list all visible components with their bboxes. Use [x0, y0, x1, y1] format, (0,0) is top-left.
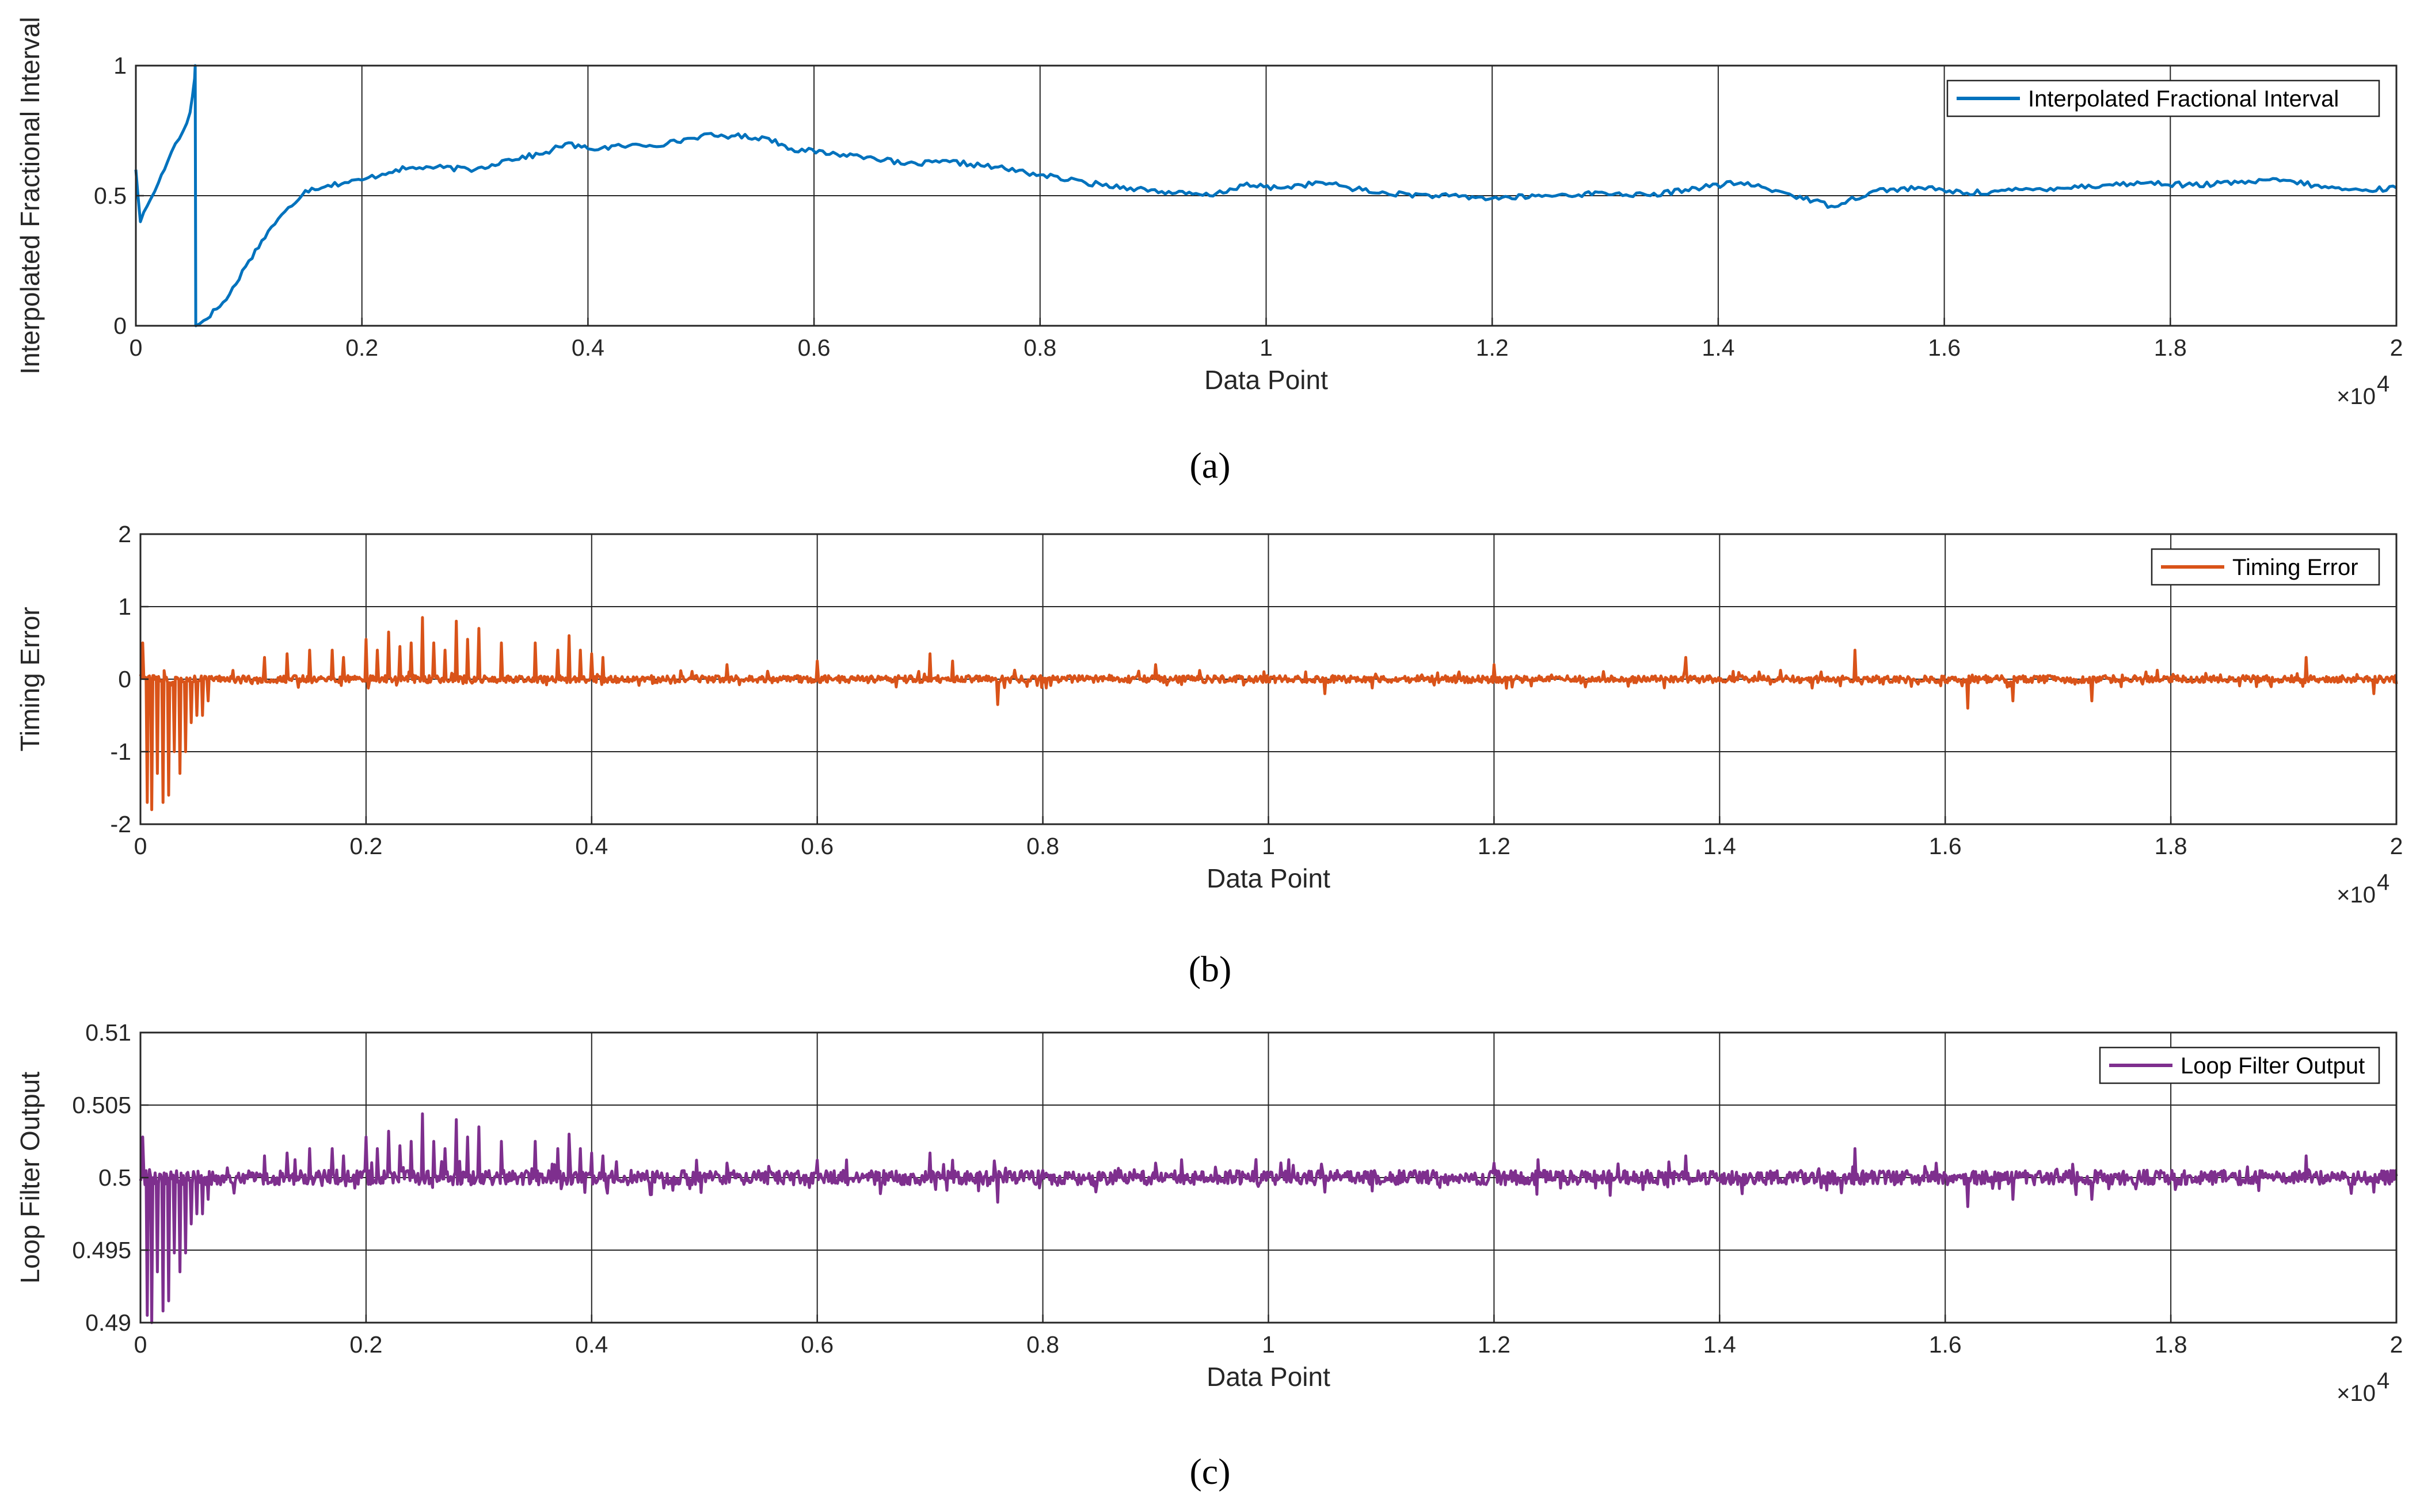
x-exponent-power: 4 — [2377, 870, 2389, 895]
x-tick-label: 1.2 — [1478, 1331, 1510, 1358]
y-tick-label: 0.51 — [85, 1019, 131, 1046]
x-tick-label: 0.8 — [1026, 1331, 1059, 1358]
x-tick-label: 0.4 — [575, 1331, 608, 1358]
caption-c: (c) — [1189, 1451, 1230, 1492]
legend-label: Loop Filter Output — [2181, 1053, 2365, 1079]
y-tick-label: 1 — [113, 52, 127, 79]
x-exponent-label: ×10 — [2337, 882, 2376, 908]
x-tick-label: 1.8 — [2155, 1331, 2187, 1358]
x-axis-label: Data Point — [1204, 365, 1328, 395]
x-tick-label: 1.6 — [1928, 334, 1961, 361]
panel-c: 0 0.2 0.4 0.6 0.8 1 1.2 1.4 1.6 1.8 20.490.4950.50… — [15, 1019, 2403, 1406]
y-tick-label: 0.5 — [94, 182, 127, 209]
x-exponent-power: 4 — [2377, 1368, 2389, 1393]
x-tick-label: 0 — [134, 833, 147, 859]
x-tick-label: 1 — [1260, 334, 1273, 361]
y-tick-label: 0 — [113, 313, 127, 339]
x-tick-label: 0.8 — [1026, 833, 1059, 859]
legend-label: Timing Error — [2232, 555, 2358, 580]
x-tick-label: 0.6 — [798, 334, 831, 361]
x-tick-label: 2 — [2390, 833, 2403, 859]
x-tick-label: 2 — [2390, 1331, 2403, 1358]
x-exponent-label: ×10 — [2337, 1381, 2376, 1406]
x-tick-label: 1 — [1262, 1331, 1275, 1358]
x-tick-label: 0 — [130, 334, 143, 361]
series-line-loop-filter-output — [139, 1112, 2398, 1324]
x-tick-label: 0.2 — [349, 833, 382, 859]
caption-b: (b) — [1189, 949, 1232, 989]
x-tick-label: 1.6 — [1929, 833, 1962, 859]
x-exponent-label: ×10 — [2337, 384, 2376, 409]
y-tick-label: 0 — [118, 666, 131, 692]
y-axis-label: Interpolated Fractional Interval — [15, 17, 45, 374]
x-tick-label: 1.8 — [2155, 833, 2187, 859]
y-axis-label: Timing Error — [15, 607, 45, 751]
x-tick-label: 1.4 — [1702, 334, 1734, 361]
x-tick-label: 1.8 — [2154, 334, 2187, 361]
y-tick-label: -1 — [111, 738, 131, 765]
caption-a: (a) — [1189, 445, 1230, 486]
x-tick-label: 1 — [1262, 833, 1275, 859]
x-tick-label: 0.2 — [345, 334, 378, 361]
y-tick-label: -2 — [111, 811, 131, 837]
y-tick-label: 0.5 — [98, 1164, 131, 1191]
x-tick-label: 0.6 — [801, 833, 834, 859]
y-axis-label: Loop Filter Output — [15, 1072, 45, 1284]
y-tick-label: 0.505 — [72, 1092, 131, 1118]
y-tick-label: 1 — [118, 593, 131, 620]
x-tick-label: 0.6 — [801, 1331, 834, 1358]
x-exponent-power: 4 — [2377, 371, 2389, 397]
x-tick-label: 1.2 — [1476, 334, 1509, 361]
x-tick-label: 1.6 — [1929, 1331, 1962, 1358]
series-line-timing-error — [139, 616, 2398, 812]
panel-a: 0 0.2 0.4 0.6 0.8 1 1.2 1.4 1.6 1.8 2 0 0.5 1 Data Poi… — [15, 17, 2403, 409]
x-tick-label: 0.4 — [575, 833, 608, 859]
panel-b: 0 0.2 0.4 0.6 0.8 1 1.2 1.4 1.6 1.8 2 -2 -1 0 1 2 Data P… — [15, 521, 2403, 908]
x-axis-label: Data Point — [1207, 863, 1330, 893]
x-tick-label: 0.2 — [349, 1331, 382, 1358]
x-tick-label: 1.4 — [1703, 833, 1736, 859]
x-tick-label: 0.4 — [572, 334, 604, 361]
x-tick-label: 1.4 — [1703, 1331, 1736, 1358]
x-axis-label: Data Point — [1207, 1362, 1330, 1392]
x-tick-label: 0.8 — [1023, 334, 1056, 361]
x-tick-label: 2 — [2390, 334, 2403, 361]
y-tick-label: 0.49 — [85, 1309, 131, 1336]
x-tick-label: 1.2 — [1478, 833, 1510, 859]
series-line-interpolated-fractional-interval — [134, 64, 2398, 327]
legend-label: Interpolated Fractional Interval — [2028, 86, 2339, 112]
y-tick-label: 0.495 — [72, 1237, 131, 1263]
y-tick-label: 2 — [118, 521, 131, 547]
x-tick-label: 0 — [134, 1331, 147, 1358]
